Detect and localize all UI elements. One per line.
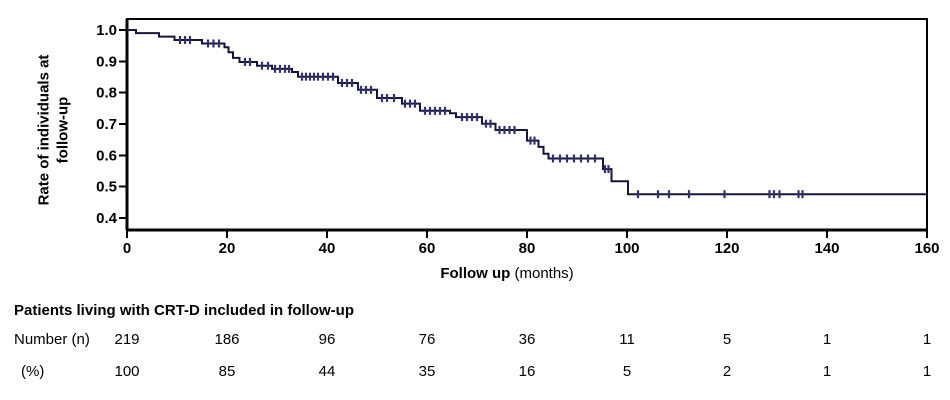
risk-table-percent-value: 5: [622, 363, 632, 380]
y-tick-label: 0.8: [96, 85, 117, 102]
risk-table-number-value: 186: [214, 331, 240, 348]
y-tick-label: 0.4: [96, 210, 118, 227]
risk-table-percent-value: 2: [722, 363, 732, 380]
risk-table-percent-value: 44: [318, 363, 336, 380]
x-axis-title: Follow up (months): [440, 265, 573, 282]
y-tick-label: 1.0: [96, 22, 117, 39]
risk-table-number-value: 5: [722, 331, 732, 348]
y-tick-label: 0.5: [96, 179, 117, 196]
risk-table-number-value: 36: [518, 331, 536, 348]
risk-table-percent-value: 85: [218, 363, 236, 380]
risk-table-percent-value: 1: [922, 363, 932, 380]
y-axis-title-line1: Rate of individuals at: [35, 54, 53, 206]
risk-table-number-value: 1: [822, 331, 832, 348]
x-tick-label: 160: [914, 240, 939, 257]
y-tick-label: 0.7: [96, 116, 117, 133]
risk-table-number-value: 76: [418, 331, 436, 348]
risk-table-title: Patients living with CRT-D included in f…: [14, 302, 354, 319]
survival-curve: [127, 29, 927, 196]
risk-table-percent-value: 100: [114, 363, 140, 380]
x-tick-label: 40: [319, 240, 336, 257]
x-tick-label: 0: [123, 240, 131, 257]
y-axis-title: Rate of individuals at follow-up: [35, 55, 73, 206]
x-tick-label: 20: [219, 240, 236, 257]
risk-table-number-value: 11: [619, 331, 635, 348]
x-axis-title-unit: (months): [510, 265, 574, 282]
x-axis-title-text: Follow up: [440, 265, 511, 282]
risk-table-number-value: 96: [318, 331, 336, 348]
risk-table-percent-value: 35: [418, 363, 436, 380]
risk-table-row-label-percent: (%): [21, 363, 45, 380]
x-tick-label: 100: [614, 240, 639, 257]
x-tick-label: 80: [519, 240, 536, 257]
x-tick-label: 60: [419, 240, 436, 257]
y-tick-label: 0.9: [96, 53, 117, 70]
y-tick-label: 0.6: [96, 147, 117, 164]
km-chart: 1.0 0.9 0.8 0.7 0.6 0.5 0.4 0 20 40 60 80 100 120 140 1…: [96, 18, 940, 257]
x-tick-label: 140: [814, 240, 839, 257]
plot-frame: [126, 18, 928, 231]
x-tick-label: 120: [714, 240, 739, 257]
risk-table-number-value: 219: [114, 331, 140, 348]
risk-table-row-label-number: Number (n): [14, 331, 90, 348]
y-axis-title-line2: follow-up: [54, 96, 71, 164]
risk-table-percent-value: 1: [822, 363, 832, 380]
risk-table-percent-value: 16: [518, 363, 536, 380]
risk-table-number-value: 1: [922, 331, 932, 348]
